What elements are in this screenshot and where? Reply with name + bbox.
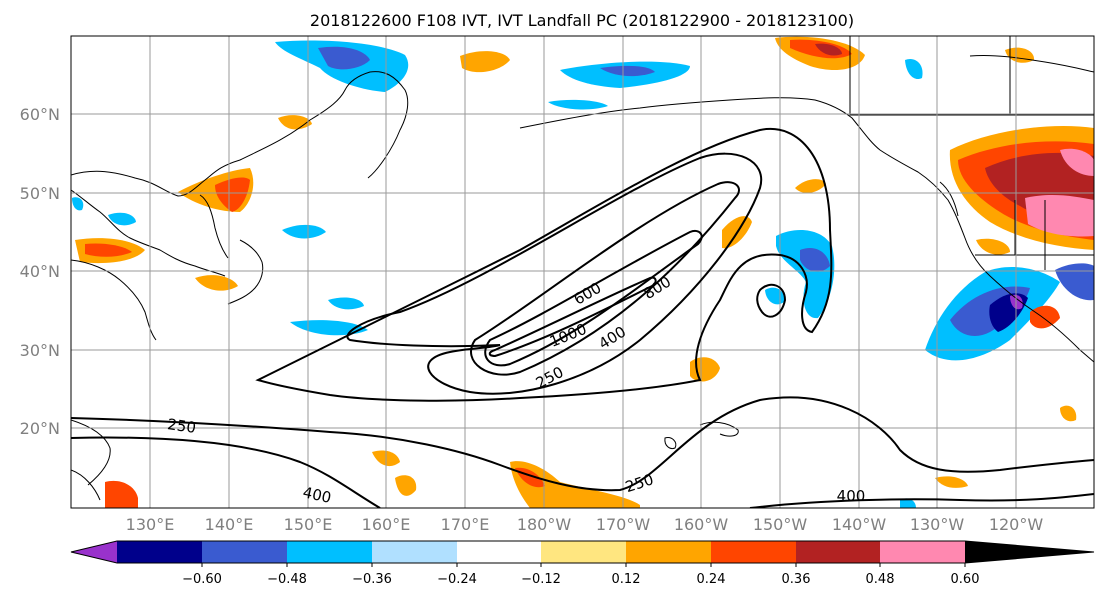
- lon-tick-label: 130°W: [910, 515, 965, 534]
- lon-tick-label: 160°W: [674, 515, 729, 534]
- colorbar-tick-label: −0.24: [437, 572, 477, 587]
- contour-600: [470, 181, 740, 376]
- pc-blob-positive: [460, 51, 510, 73]
- lon-tick-label: 140°W: [832, 515, 887, 534]
- pc-blob-negative: [900, 498, 916, 508]
- colorbar-tick-label: 0.24: [697, 572, 726, 587]
- pc-blob-negative: [905, 58, 923, 80]
- pc-blob-negative: [108, 212, 136, 226]
- pc-blob-positive: [935, 476, 968, 488]
- lon-tick-label: 160°E: [362, 515, 411, 534]
- colorbar-segment: [965, 541, 1094, 563]
- lon-tick-label: 130°E: [126, 515, 175, 534]
- contour-400-east: [749, 493, 1094, 508]
- contour-250: [255, 127, 833, 402]
- colorbar-outline: [70, 540, 1095, 564]
- pc-blob-positive: [1060, 148, 1094, 176]
- pc-blob-positive: [815, 43, 842, 56]
- colorbar-segment: [541, 541, 626, 563]
- contour-250-south: [71, 396, 1094, 492]
- contour-label: 400: [837, 487, 866, 505]
- lat-tick-label: 60°N: [20, 105, 60, 124]
- colorbar-segment: [71, 541, 117, 563]
- colorbar-tick-label: −0.36: [352, 572, 392, 587]
- pc-blob-negative: [548, 99, 608, 110]
- pc-blob-positive: [85, 243, 132, 257]
- pc-blob-negative: [765, 287, 785, 305]
- lon-tick-label: 120°W: [989, 515, 1044, 534]
- figure-title: 2018122600 F108 IVT, IVT Landfall PC (20…: [310, 11, 854, 30]
- ivt-contours: [71, 127, 1094, 508]
- latitude-tick-labels: 60°N 50°N 40°N 30°N 20°N: [20, 105, 60, 438]
- lat-tick-label: 40°N: [20, 262, 60, 281]
- pc-blob-positive: [195, 275, 238, 291]
- lon-tick-label: 180°W: [517, 515, 572, 534]
- colorbar-segment: [880, 541, 965, 563]
- pc-blob-positive: [278, 115, 312, 130]
- contour-closed: [756, 283, 787, 318]
- lat-tick-label: 50°N: [20, 184, 60, 203]
- colorbar-segment: [796, 541, 880, 563]
- pc-blob-positive: [215, 177, 250, 212]
- coastlines: [71, 36, 1094, 501]
- map-gridlines: [71, 36, 1094, 508]
- longitude-tick-labels: 130°E 140°E 150°E 160°E 170°E 180°W 170°…: [126, 515, 1044, 534]
- pc-blob-negative: [328, 297, 364, 310]
- colorbar-segment: [372, 541, 457, 563]
- pc-fill-layer: [72, 36, 1094, 508]
- colorbar-segment: [711, 541, 796, 563]
- pc-blob-positive: [1030, 305, 1060, 329]
- pc-blob-negative: [318, 46, 370, 70]
- colorbar-tick-label: 0.48: [866, 572, 895, 587]
- contour-label: 400: [301, 483, 333, 507]
- pc-blob-negative: [600, 65, 655, 77]
- colorbar-ticks: [201, 563, 966, 567]
- colorbar-segment: [457, 541, 541, 563]
- pc-blob-negative: [282, 224, 326, 239]
- pc-blob-positive: [105, 480, 138, 508]
- contour-400: [346, 152, 763, 395]
- pc-blob-negative: [290, 320, 368, 336]
- contour-label: 250: [166, 415, 197, 437]
- lon-tick-label: 150°E: [284, 515, 333, 534]
- colorbar-segment: [117, 541, 202, 563]
- pc-blob-positive: [1025, 194, 1094, 237]
- pc-blob-positive: [976, 238, 1010, 255]
- colorbar-tick-label: −0.60: [182, 572, 222, 587]
- pc-blob-negative: [72, 197, 84, 211]
- pc-blob-positive: [795, 179, 826, 193]
- pc-blob-positive: [1060, 405, 1077, 422]
- colorbar-segment: [202, 541, 287, 563]
- colorbar-tick-label: 0.12: [612, 572, 641, 587]
- map-frame: [70, 35, 1095, 509]
- pc-blob-positive: [395, 475, 417, 496]
- colorbar-tick-label: 0.36: [782, 572, 811, 587]
- lon-tick-label: 140°E: [205, 515, 254, 534]
- colorbar-segment: [287, 541, 372, 563]
- colorbar-tick-label: −0.12: [521, 572, 561, 587]
- colorbar-tick-label: 0.60: [951, 572, 980, 587]
- lat-tick-label: 20°N: [20, 419, 60, 438]
- lon-tick-label: 150°W: [753, 515, 808, 534]
- pc-blob-negative: [1055, 263, 1094, 301]
- lon-tick-label: 170°W: [596, 515, 651, 534]
- colorbar: −0.60 −0.48 −0.36 −0.24 −0.12 0.12 0.24 …: [70, 540, 1095, 587]
- colorbar-tick-label: −0.48: [267, 572, 307, 587]
- lat-tick-label: 30°N: [20, 341, 60, 360]
- lon-tick-label: 170°E: [441, 515, 490, 534]
- map-panel: 600 800 1000 400 250 250 400 250 400: [70, 35, 1095, 509]
- colorbar-segment: [626, 541, 711, 563]
- contour-400-south: [71, 436, 381, 508]
- pc-blob-negative: [800, 247, 830, 272]
- contour-800: [484, 230, 703, 367]
- pc-blob-positive: [510, 461, 640, 508]
